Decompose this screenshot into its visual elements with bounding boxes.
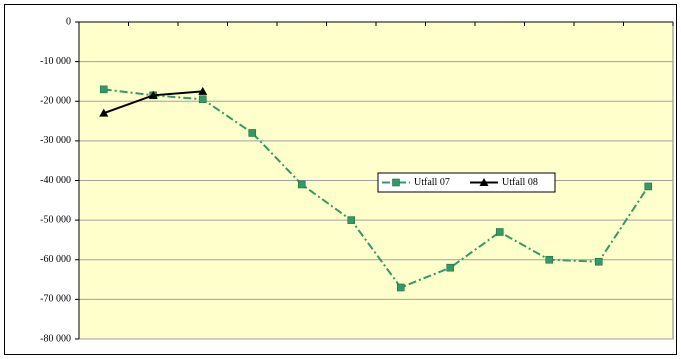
y-tick-label: 0 — [66, 16, 71, 27]
marker — [198, 95, 207, 104]
marker — [297, 180, 306, 189]
y-tick-label: -30 000 — [40, 135, 71, 146]
marker — [479, 178, 489, 186]
marker — [392, 178, 400, 187]
marker — [396, 283, 405, 292]
marker — [198, 86, 208, 95]
marker — [594, 257, 603, 266]
legend-box — [377, 172, 556, 193]
y-tick-label: -50 000 — [40, 214, 71, 225]
marker — [99, 85, 108, 94]
y-tick-label: -20 000 — [40, 96, 71, 107]
y-tick-label: -70 000 — [40, 294, 71, 305]
marker — [644, 182, 653, 191]
marker — [148, 90, 158, 99]
y-tick-label: -60 000 — [40, 254, 71, 265]
y-tick-label: -10 000 — [40, 56, 71, 67]
y-tick-label: -40 000 — [40, 175, 71, 186]
y-tick-label: -80 000 — [40, 333, 71, 344]
marker — [248, 129, 257, 137]
legend-label: Utfall 08 — [502, 177, 538, 188]
marker — [495, 228, 504, 236]
marker — [99, 108, 109, 117]
marker — [446, 263, 455, 272]
marker — [545, 255, 554, 264]
series-line — [103, 88, 650, 289]
legend-label: Utfall 07 — [414, 177, 450, 188]
marker — [347, 216, 356, 224]
